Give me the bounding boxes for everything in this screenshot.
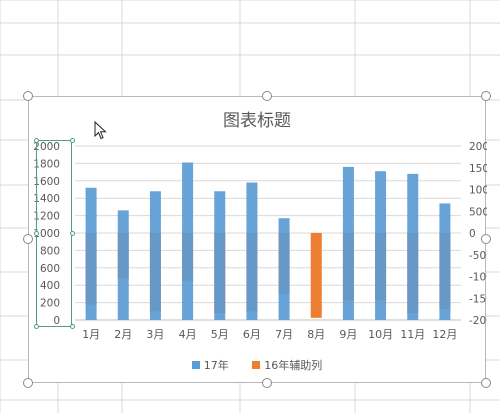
bar-series-1[interactable] [342, 166, 354, 320]
resize-handle-middle-right[interactable] [481, 234, 491, 244]
x-axis-tick-label: 2月 [114, 328, 132, 341]
bar-series-1[interactable] [246, 182, 258, 320]
bar-series-1[interactable] [214, 191, 226, 320]
right-axis-tick-label: 500 [469, 206, 487, 218]
x-axis-tick-label: 3月 [146, 328, 164, 341]
legend-swatch-series-1 [191, 361, 200, 369]
x-axis-tick-label: 6月 [243, 328, 261, 341]
axis-selection-handle-br[interactable] [70, 324, 75, 329]
resize-handle-top-left[interactable] [23, 91, 33, 101]
chart-legend[interactable]: 17年 16年辅助列 [29, 357, 485, 373]
legend-label-series-1: 17年 [203, 359, 229, 372]
axis-selection-handle-ml[interactable] [34, 231, 39, 236]
left-axis-tick-label: 600 [40, 263, 60, 275]
resize-handle-bottom-left[interactable] [23, 378, 33, 388]
mouse-pointer-icon [94, 121, 107, 140]
bar-series-1[interactable] [85, 187, 97, 320]
legend-label-series-2: 16年辅助列 [264, 359, 323, 372]
bar-series-1[interactable] [439, 203, 451, 320]
left-axis-tick-label: 1000 [33, 228, 60, 240]
left-axis-selection[interactable] [36, 140, 72, 327]
bar-series-2[interactable] [310, 233, 322, 318]
x-axis-tick-label: 1月 [82, 328, 100, 341]
resize-handle-bottom-center[interactable] [262, 378, 272, 388]
bar-series-1[interactable] [149, 191, 161, 320]
plot-area[interactable]: 0 200 400 600 800 1000 1200 1400 1600 1800 2000 -20… [29, 97, 487, 384]
right-axis-tick-label: 1000 [469, 185, 487, 197]
bar-series-1[interactable] [278, 218, 290, 320]
right-axis-tick-label: -1000 [469, 272, 487, 284]
legend-item-series-2: 16年辅助列 [252, 357, 322, 373]
axis-selection-handle-bl[interactable] [34, 324, 39, 329]
left-axis-tick-label: 0 [53, 315, 60, 327]
left-axis-tick-label: 800 [40, 245, 60, 257]
left-axis-tick-label: 400 [40, 280, 60, 292]
x-axis-tick-label: 8月 [307, 328, 325, 341]
right-axis-tick-label: 1500 [469, 163, 487, 175]
right-axis-tick-label: -1500 [469, 293, 487, 305]
bar-series-1[interactable] [407, 173, 419, 320]
left-axis-tick-label: 1400 [33, 193, 60, 205]
right-axis-tick-label: -500 [469, 250, 487, 262]
axis-selection-handle-mr[interactable] [70, 231, 75, 236]
x-axis-tick-label: 5月 [211, 328, 229, 341]
left-axis-tick-label: 1600 [33, 176, 60, 188]
x-axis-tick-label: 12月 [432, 328, 457, 341]
left-axis-tick-label: 1200 [33, 211, 60, 223]
resize-handle-top-center[interactable] [262, 91, 272, 101]
resize-handle-top-right[interactable] [481, 91, 491, 101]
right-axis-tick-label: -2000 [469, 315, 487, 327]
chart-title[interactable]: 图表标题 [223, 111, 291, 131]
x-axis-tick-label: 11月 [400, 328, 425, 341]
chart-area[interactable]: 图表标题 0 200 400 600 800 1000 1200 1400 1600 1800 20… [28, 96, 487, 384]
left-axis-tick-label: 2000 [33, 141, 60, 153]
x-axis-tick-label: 4月 [179, 328, 197, 341]
left-axis-tick-label: 1800 [33, 158, 60, 170]
right-axis-tick-label: 2000 [469, 141, 487, 153]
x-axis-tick-label: 10月 [368, 328, 393, 341]
bar-series-1[interactable] [375, 171, 387, 320]
resize-handle-bottom-right[interactable] [481, 378, 491, 388]
x-axis-tick-label: 7月 [275, 328, 293, 341]
x-axis-tick-label: 9月 [339, 328, 357, 341]
left-axis-tick-label: 200 [40, 298, 60, 310]
bar-series-1[interactable] [182, 162, 194, 320]
axis-selection-handle-tr[interactable] [70, 138, 75, 143]
resize-handle-middle-left[interactable] [23, 234, 33, 244]
axis-selection-handle-tl[interactable] [34, 138, 39, 143]
right-axis-tick-label: 0 [469, 228, 476, 240]
legend-swatch-series-2 [252, 361, 261, 369]
legend-item-series-1: 17年 [191, 357, 229, 373]
bar-series-1[interactable] [117, 210, 129, 320]
